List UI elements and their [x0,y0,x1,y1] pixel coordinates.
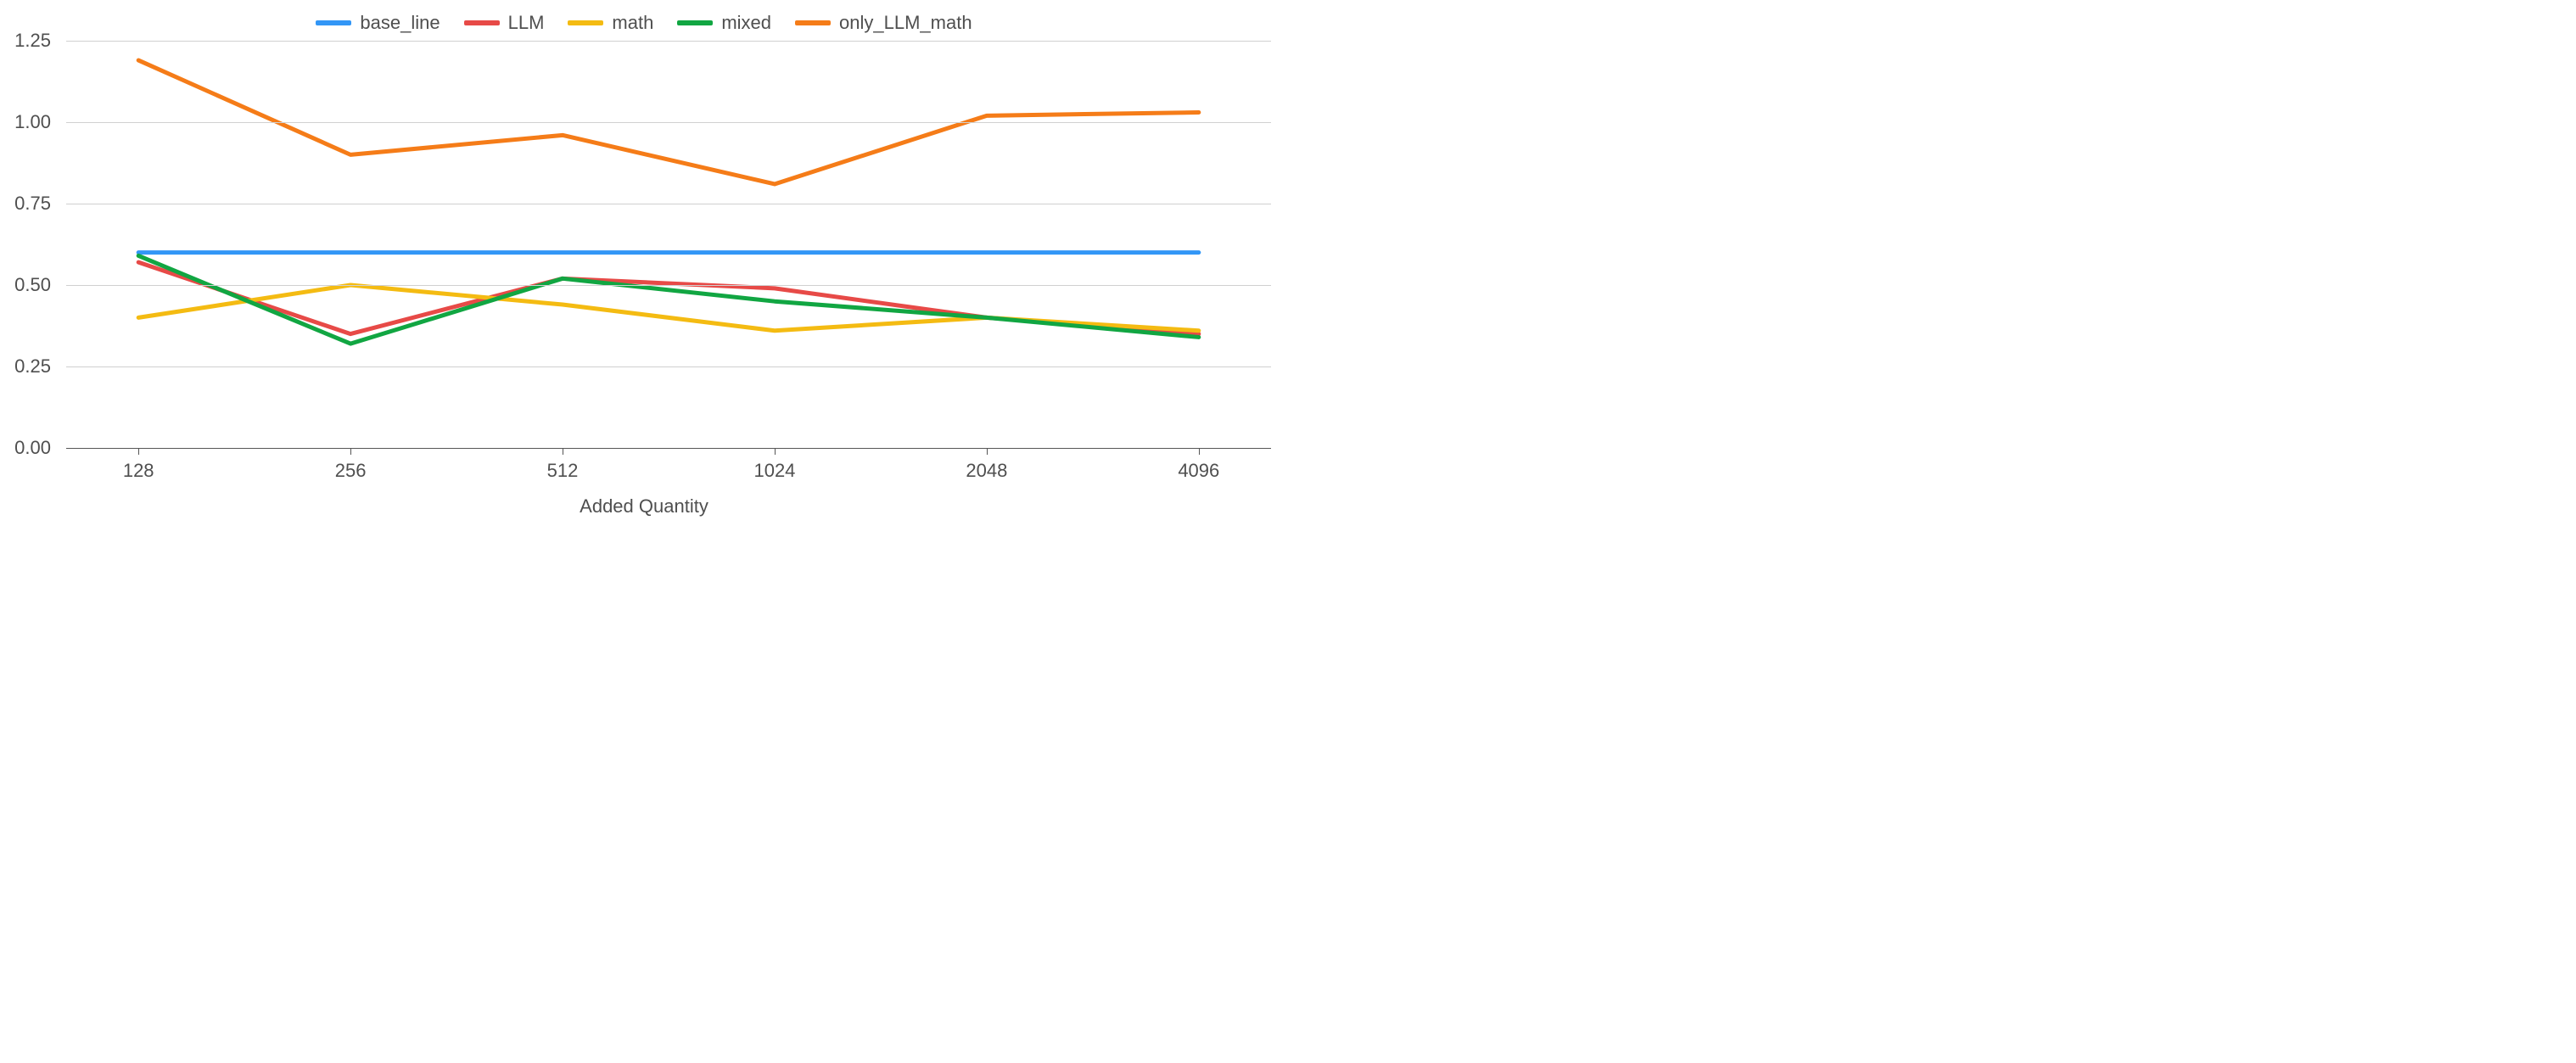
legend-swatch [568,20,603,25]
legend-label: LLM [508,12,545,34]
y-tick-label: 1.00 [14,111,51,133]
x-tick-label: 256 [335,460,367,482]
x-tick-label: 1024 [753,460,795,482]
plot-outer: 0.000.250.500.751.001.25 128256512102420… [0,41,1288,499]
y-tick-label: 0.75 [14,193,51,215]
line-chart: base_line LLM math mixed only_LLM_math 0.00 0… [0,0,1288,531]
chart-lines-svg [66,41,1271,448]
x-tick [775,448,776,455]
legend: base_line LLM math mixed only_LLM_math [0,0,1288,41]
legend-item: only_LLM_math [795,12,972,34]
gridline [66,285,1271,286]
legend-item: base_line [316,12,440,34]
gridline [66,366,1271,367]
x-tick [1199,448,1200,455]
legend-label: math [612,12,653,34]
y-tick-label: 0.50 [14,274,51,296]
y-tick-label: 1.25 [14,30,51,52]
x-tick-label: 128 [123,460,154,482]
y-tick-label: 0.25 [14,355,51,378]
gridline [66,122,1271,123]
x-tick [138,448,139,455]
series-line [138,255,1199,344]
legend-swatch [464,20,500,25]
legend-label: base_line [360,12,440,34]
legend-item: LLM [464,12,545,34]
x-tick-label: 4096 [1178,460,1219,482]
legend-swatch [795,20,831,25]
legend-swatch [316,20,351,25]
x-tick [987,448,988,455]
plot-area: 128256512102420484096 [66,41,1271,448]
legend-swatch [677,20,713,25]
legend-label: only_LLM_math [839,12,972,34]
x-tick [350,448,351,455]
legend-label: mixed [721,12,771,34]
x-tick-label: 512 [547,460,579,482]
legend-item: math [568,12,653,34]
y-tick-label: 0.00 [14,437,51,459]
gridline [66,41,1271,42]
y-axis-labels: 0.000.250.500.751.001.25 [0,41,59,499]
legend-item: mixed [677,12,771,34]
gridline [66,448,1271,449]
x-tick-label: 2048 [966,460,1007,482]
